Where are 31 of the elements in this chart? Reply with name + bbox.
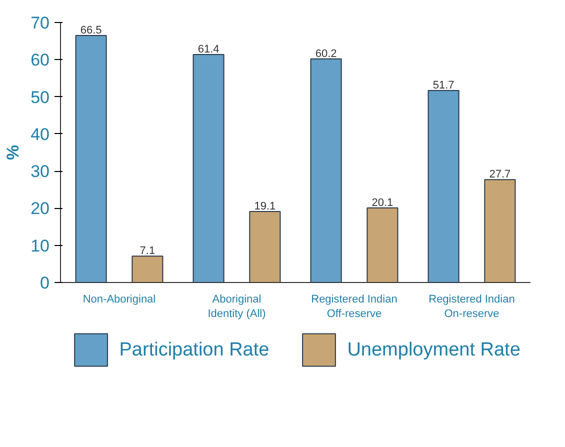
y-tick-label: 30 <box>30 162 50 182</box>
bar <box>249 211 281 282</box>
bar <box>132 256 164 282</box>
x-tick-label: Registered Indian On-reserve <box>428 294 515 320</box>
bar <box>310 58 342 282</box>
data-label: 7.1 <box>140 245 156 258</box>
y-tick-label: 0 <box>40 274 50 292</box>
x-tick-label: Registered Indian Off-reserve <box>311 294 398 320</box>
bar <box>428 90 460 282</box>
bar <box>192 54 224 282</box>
y-tick-label: 10 <box>30 236 50 256</box>
x-tick-label: Aboriginal Identity (All) <box>208 294 266 320</box>
bar <box>75 35 107 282</box>
data-label: 60.2 <box>315 48 337 60</box>
data-label: 27.7 <box>489 168 511 181</box>
y-tick-label: 70 <box>30 14 50 32</box>
y-tick-label: 60 <box>30 50 50 70</box>
bar <box>484 179 516 282</box>
data-label: 51.7 <box>432 79 454 92</box>
legend-label: Unemployment Rate <box>347 340 520 360</box>
bar <box>366 207 398 282</box>
data-label: 66.5 <box>80 24 102 36</box>
data-label: 20.1 <box>372 196 394 209</box>
legend-label: Participation Rate <box>119 340 270 360</box>
y-tick-label: 40 <box>30 124 50 144</box>
data-label: 61.4 <box>198 43 220 56</box>
x-tick-label: Non-Aboriginal <box>82 294 156 306</box>
y-tick-label: 50 <box>30 88 50 107</box>
data-label: 19.1 <box>254 200 276 213</box>
y-axis-title: % <box>4 144 23 160</box>
y-tick-label: 20 <box>30 199 50 218</box>
